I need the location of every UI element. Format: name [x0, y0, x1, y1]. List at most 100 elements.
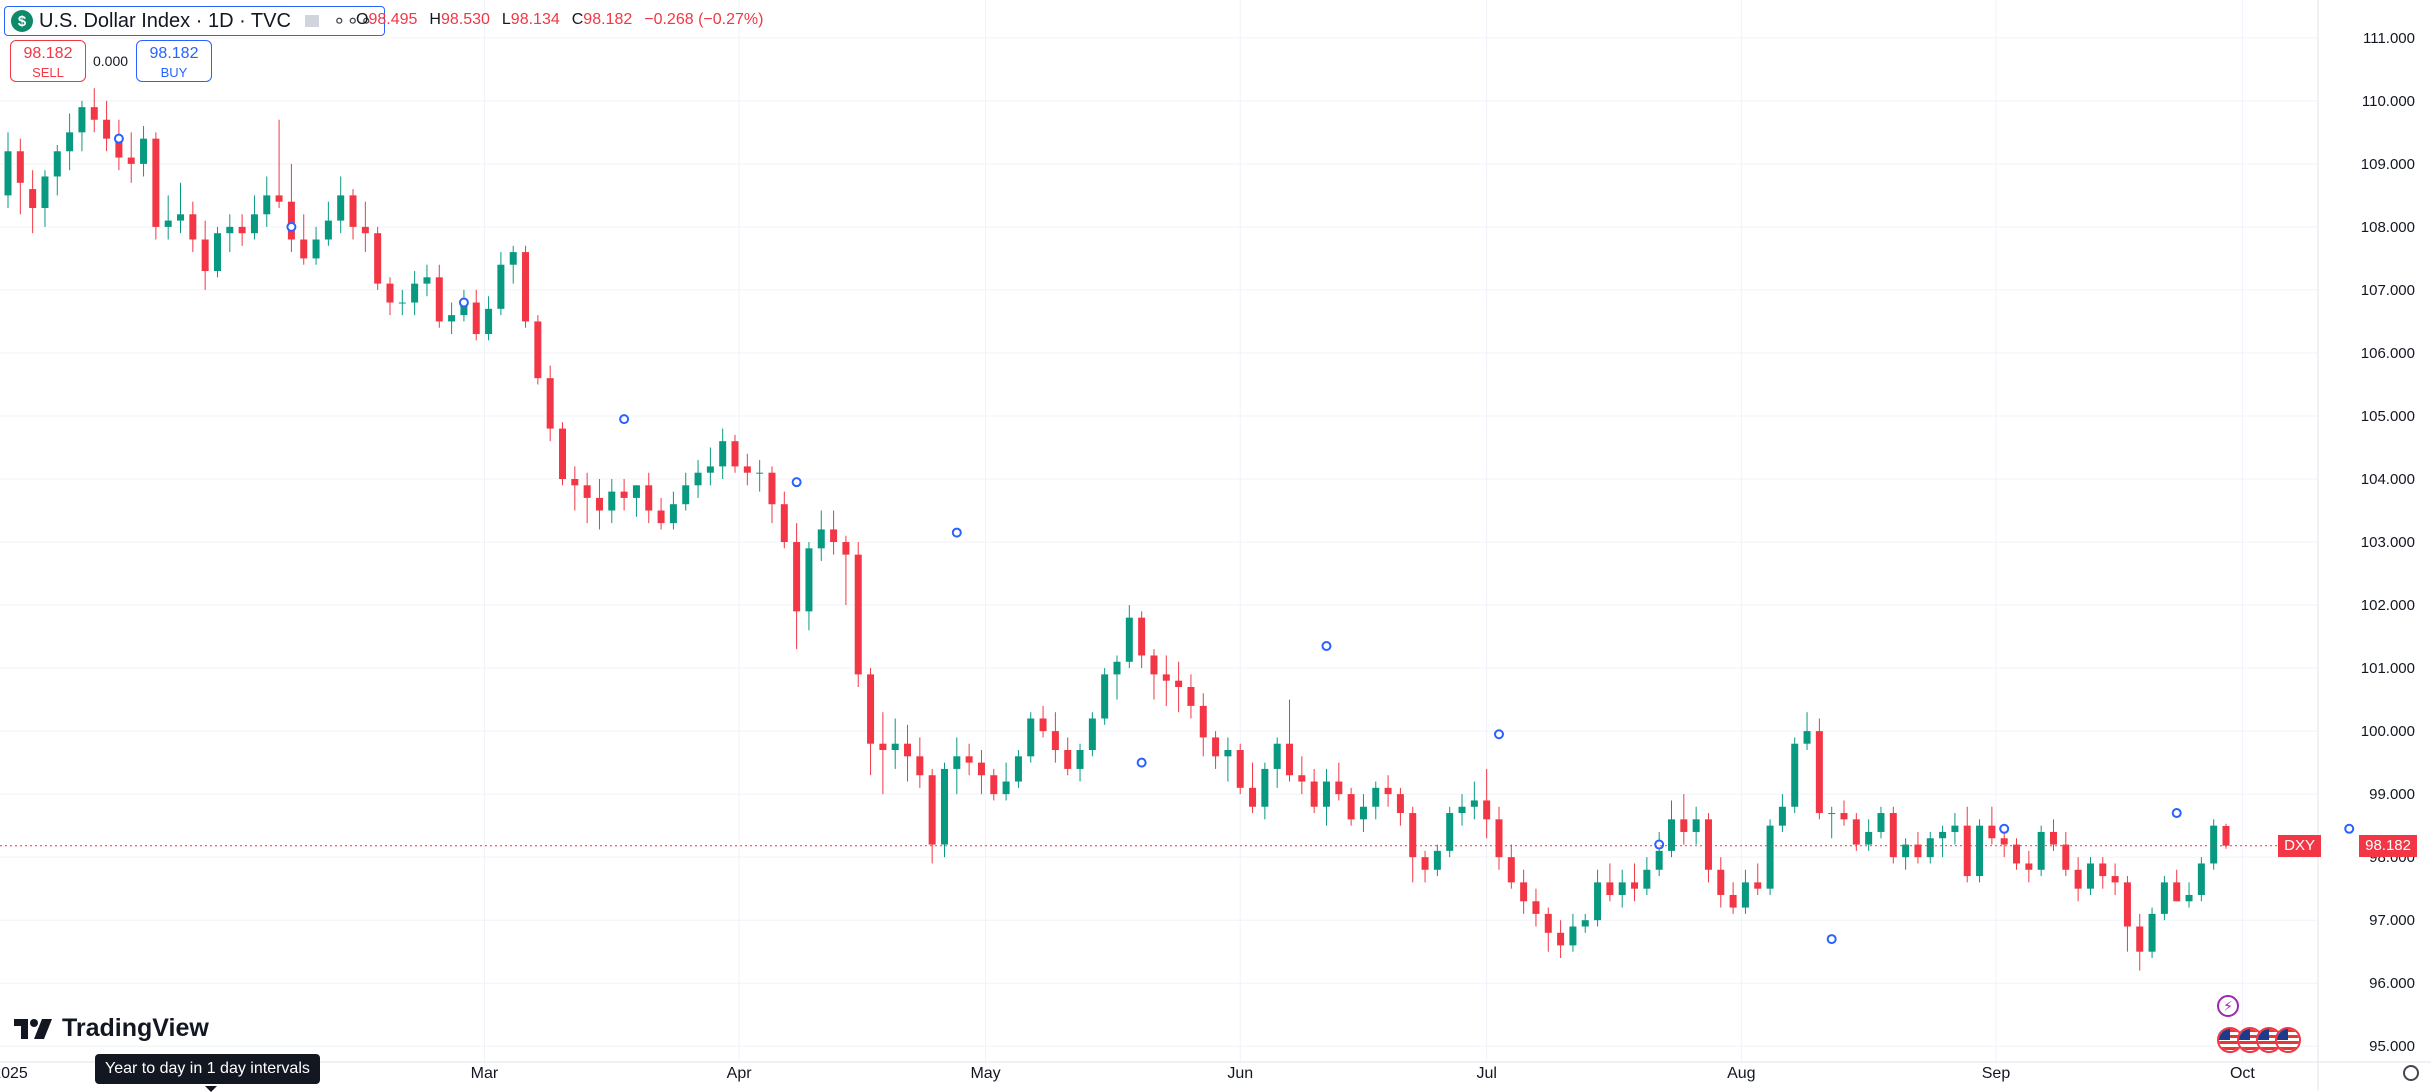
event-marker-icon[interactable]	[2171, 808, 2182, 819]
event-marker-icon[interactable]	[1654, 839, 1665, 850]
candle-body	[115, 138, 123, 158]
candle	[1236, 743, 1244, 795]
candle-body	[435, 277, 443, 322]
candle-body	[300, 239, 308, 259]
event-marker-icon[interactable]	[1826, 934, 1837, 945]
candle	[1889, 806, 1897, 864]
candle-body	[1446, 813, 1454, 851]
price-axis[interactable]: 95.00096.00097.00098.00099.000100.000101…	[2317, 0, 2415, 1091]
candle	[977, 750, 985, 795]
event-marker-icon[interactable]	[1321, 641, 1332, 652]
event-marker-icon[interactable]	[951, 527, 962, 538]
time-tick-label: Oct	[2230, 1065, 2255, 1082]
candle	[1224, 737, 1232, 782]
price-tick-label: 99.000	[2369, 786, 2415, 803]
candle-body	[1631, 882, 1639, 889]
candle	[534, 315, 542, 385]
candle-body	[1618, 882, 1626, 895]
candle-body	[608, 491, 616, 511]
event-marker-icon[interactable]	[113, 133, 124, 144]
candle-body	[1778, 806, 1786, 826]
event-marker-icon[interactable]	[791, 477, 802, 488]
candle	[1939, 825, 1947, 858]
event-marker-icon[interactable]	[1136, 757, 1147, 768]
candle	[53, 144, 61, 196]
candle	[1470, 781, 1478, 820]
symbol-title[interactable]: U.S. Dollar Index · 1D · TVC	[39, 9, 291, 32]
candle	[559, 422, 566, 486]
event-marker-icon[interactable]	[1493, 729, 1504, 740]
event-marker-icon[interactable]	[286, 221, 297, 232]
candle	[793, 523, 801, 650]
us-flag-event-icon[interactable]	[2275, 1027, 2301, 1053]
candle	[645, 472, 653, 524]
candle	[1125, 605, 1133, 669]
candle-body	[1569, 926, 1577, 946]
candle	[164, 195, 172, 240]
change-value: −0.268 (−0.27%)	[644, 11, 764, 28]
candle-body	[1236, 750, 1244, 788]
candle-body	[2099, 863, 2107, 877]
event-marker-icon[interactable]	[619, 414, 630, 425]
candle	[595, 479, 603, 530]
candle-body	[571, 479, 579, 486]
candle	[1852, 813, 1860, 851]
candle	[965, 743, 973, 776]
logo-text: TradingView	[62, 1014, 209, 1042]
candle	[29, 170, 37, 234]
candle	[398, 289, 406, 316]
candle	[509, 245, 517, 284]
candle	[1618, 869, 1626, 908]
buy-button[interactable]: 98.182 BUY	[136, 40, 212, 82]
price-tick-label: 104.000	[2361, 471, 2415, 488]
event-marker-icon[interactable]	[2344, 823, 2355, 834]
high-label: H	[429, 11, 441, 28]
candle	[275, 119, 283, 208]
market-status-icon[interactable]	[304, 15, 319, 27]
time-tick-label: Mar	[471, 1065, 499, 1082]
candle	[1014, 750, 1022, 788]
sell-button[interactable]: 98.182 SELL	[10, 40, 86, 82]
candle-body	[1064, 750, 1072, 769]
candle-body	[1655, 850, 1663, 870]
candle	[497, 252, 505, 316]
candle-body	[1138, 617, 1146, 656]
candle-body	[1668, 819, 1675, 851]
tradingview-logo[interactable]: TradingView	[14, 1014, 209, 1043]
candle-body	[1828, 813, 1836, 815]
candle	[2185, 882, 2193, 908]
price-tick-label: 95.000	[2369, 1038, 2415, 1055]
candle-body	[916, 756, 924, 776]
chart-grid	[0, 0, 2318, 1062]
event-marker-icon[interactable]	[1999, 823, 2010, 834]
candle-body	[4, 151, 12, 196]
time-tick-label: 2025	[0, 1065, 28, 1082]
lightning-event-icon[interactable]: ⚡	[2217, 995, 2239, 1017]
candle-body	[768, 472, 776, 505]
candle-body	[361, 226, 369, 234]
candle-body	[1963, 825, 1971, 877]
time-tick-label: Jun	[1227, 1065, 1253, 1082]
candle	[1951, 813, 1959, 845]
candle-body	[312, 239, 320, 259]
time-axis[interactable]: 2025 Mar Apr May Jun Jul Aug Sep Oct	[0, 1061, 2431, 1082]
candle-body	[78, 107, 86, 133]
event-marker-icon[interactable]	[458, 297, 469, 308]
candle-body	[1939, 831, 1947, 839]
settings-icon[interactable]	[2403, 1065, 2419, 1081]
time-tick-label: May	[970, 1065, 1000, 1082]
candle-body	[423, 277, 431, 284]
candle	[1335, 762, 1343, 801]
candle-body	[1581, 920, 1589, 927]
candle-body	[867, 674, 875, 744]
candle	[1298, 756, 1306, 795]
candle	[177, 182, 185, 234]
candle	[867, 668, 875, 776]
close-value: 98.182	[583, 11, 633, 28]
candle	[1741, 869, 1749, 914]
candle	[115, 119, 123, 171]
symbol-info-pill[interactable]: $ U.S. Dollar Index · 1D · TVC ∘∘∘	[4, 6, 385, 36]
candle	[16, 138, 24, 215]
candle-body	[817, 529, 825, 549]
